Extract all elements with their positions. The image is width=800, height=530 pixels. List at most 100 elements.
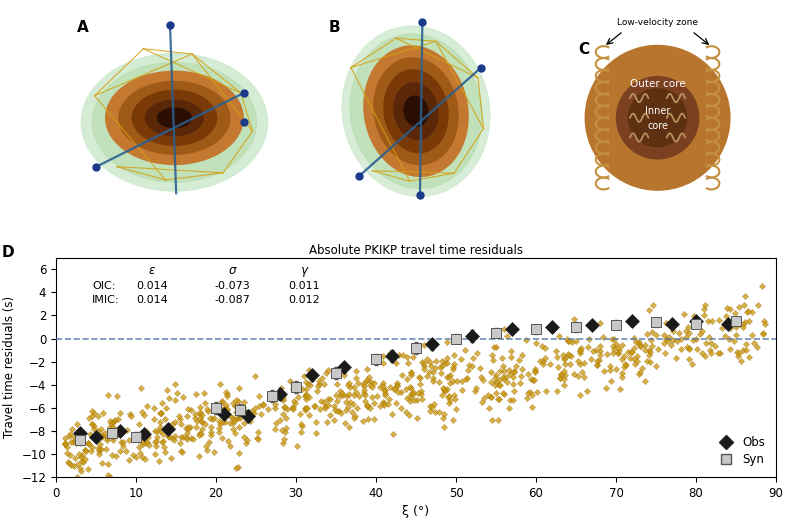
Point bbox=[490, 377, 502, 386]
Point bbox=[127, 450, 140, 459]
Point bbox=[204, 422, 217, 431]
Point bbox=[446, 363, 459, 371]
Point bbox=[757, 330, 770, 339]
Point bbox=[635, 342, 648, 351]
Point bbox=[525, 375, 538, 383]
Point bbox=[312, 379, 325, 388]
Point bbox=[521, 369, 534, 378]
Point bbox=[706, 316, 718, 325]
Point bbox=[58, 439, 71, 448]
Point bbox=[300, 392, 313, 401]
Point bbox=[616, 341, 629, 349]
Point bbox=[594, 347, 606, 355]
Point bbox=[116, 438, 129, 446]
Point bbox=[507, 387, 520, 395]
Point bbox=[486, 351, 499, 359]
Point bbox=[640, 357, 653, 366]
Point bbox=[257, 401, 270, 409]
Point bbox=[690, 345, 703, 354]
Point bbox=[674, 335, 687, 343]
Point bbox=[696, 348, 709, 357]
Point bbox=[232, 414, 245, 423]
Point bbox=[704, 346, 717, 355]
Point bbox=[80, 446, 93, 455]
Point bbox=[58, 439, 71, 448]
Point bbox=[102, 391, 114, 400]
Point bbox=[426, 377, 439, 385]
Point bbox=[137, 432, 150, 441]
Point bbox=[491, 395, 504, 403]
Point bbox=[227, 416, 240, 424]
Point bbox=[86, 407, 98, 415]
Point bbox=[277, 439, 290, 447]
Point bbox=[223, 418, 236, 427]
Point bbox=[335, 409, 348, 417]
Point bbox=[526, 402, 538, 411]
Point bbox=[389, 385, 402, 394]
Point bbox=[500, 373, 513, 381]
Point bbox=[570, 323, 582, 331]
Point bbox=[240, 439, 253, 447]
Point bbox=[423, 402, 436, 410]
Point bbox=[311, 381, 324, 390]
Point bbox=[625, 348, 638, 356]
Point bbox=[526, 391, 538, 399]
Point bbox=[150, 441, 162, 450]
Point bbox=[401, 353, 414, 361]
Point bbox=[230, 408, 243, 417]
Point bbox=[477, 376, 490, 385]
Point bbox=[160, 404, 173, 412]
Point bbox=[443, 396, 456, 404]
Point bbox=[515, 372, 528, 381]
Point bbox=[434, 363, 446, 371]
Point bbox=[657, 330, 670, 339]
Point bbox=[165, 425, 178, 433]
Point bbox=[358, 391, 371, 399]
Point bbox=[727, 337, 740, 345]
Point bbox=[658, 349, 671, 357]
Point bbox=[738, 292, 751, 300]
Point bbox=[102, 460, 115, 468]
Point bbox=[91, 427, 104, 435]
Point bbox=[403, 393, 416, 402]
Point bbox=[758, 320, 771, 328]
Text: OIC:: OIC: bbox=[92, 281, 115, 291]
Point bbox=[408, 396, 421, 404]
Point bbox=[99, 429, 112, 437]
Point bbox=[106, 433, 119, 441]
Point bbox=[486, 416, 498, 425]
Point bbox=[617, 363, 630, 372]
Point bbox=[659, 319, 672, 328]
Point bbox=[174, 414, 186, 423]
Point bbox=[446, 365, 459, 374]
Point bbox=[94, 440, 106, 448]
Point bbox=[456, 377, 469, 385]
Point bbox=[440, 385, 453, 393]
Point bbox=[156, 399, 169, 408]
Point bbox=[217, 405, 230, 413]
Point bbox=[644, 336, 657, 344]
Point bbox=[298, 372, 310, 380]
Point bbox=[496, 389, 509, 398]
Point bbox=[141, 402, 154, 410]
Point bbox=[194, 429, 206, 438]
Point bbox=[758, 317, 770, 325]
Point bbox=[338, 363, 350, 372]
Point bbox=[136, 408, 149, 416]
Point bbox=[213, 417, 226, 426]
Point bbox=[227, 419, 240, 427]
Point bbox=[340, 405, 353, 414]
Point bbox=[362, 373, 375, 381]
Point bbox=[150, 436, 162, 445]
Point bbox=[643, 357, 656, 366]
Text: C: C bbox=[578, 42, 590, 57]
Point bbox=[379, 391, 392, 399]
Point bbox=[74, 467, 87, 475]
Point bbox=[501, 377, 514, 386]
Point bbox=[417, 359, 430, 367]
Text: -0.073: -0.073 bbox=[214, 281, 250, 291]
Point bbox=[90, 435, 102, 444]
Point bbox=[222, 437, 235, 445]
Point bbox=[683, 345, 696, 354]
Point bbox=[231, 396, 244, 405]
